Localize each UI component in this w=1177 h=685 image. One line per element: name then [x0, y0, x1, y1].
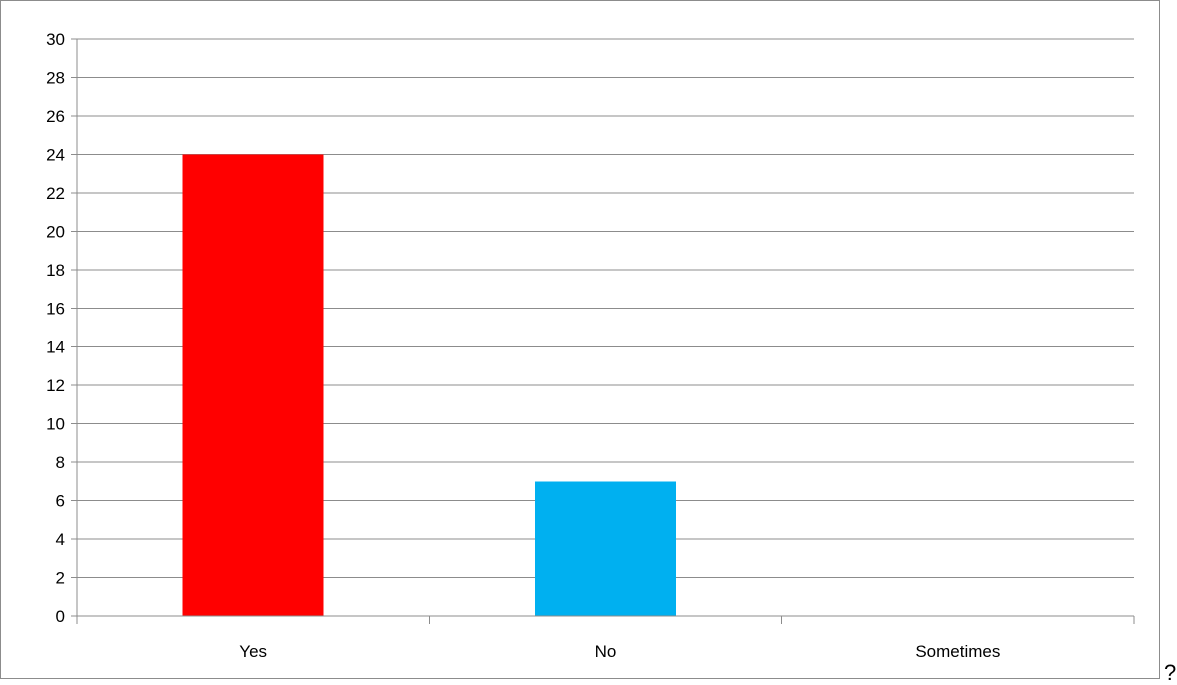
- y-tick-label: 12: [46, 376, 65, 395]
- trailing-text: ?: [1164, 660, 1177, 685]
- y-tick-label: 10: [46, 415, 65, 434]
- bar-yes: [182, 154, 324, 616]
- bar-no: [535, 481, 676, 616]
- y-tick-label: 4: [56, 530, 65, 549]
- x-tick-label: No: [595, 642, 617, 661]
- bars: [182, 154, 676, 616]
- y-tick-label: 20: [46, 222, 65, 241]
- y-tick-label: 2: [56, 569, 65, 588]
- x-tick-label: Yes: [239, 642, 267, 661]
- y-tick-label: 14: [46, 338, 65, 357]
- y-tick-label: 8: [56, 453, 65, 472]
- y-tick-label: 24: [46, 145, 65, 164]
- y-tick-label: 18: [46, 261, 65, 280]
- axes: [71, 38, 1135, 624]
- x-tick-label: Sometimes: [915, 642, 1000, 661]
- y-tick-label: 0: [56, 607, 65, 626]
- chart-frame: 0 2 4 6 8 10 12 14 16 18 20 22 24 26 28 30 Yes No Sometime…: [0, 0, 1160, 679]
- y-tick-label: 16: [46, 299, 65, 318]
- y-tick-label: 26: [46, 107, 65, 126]
- y-tick-label: 30: [46, 30, 65, 49]
- y-tick-label: 28: [46, 68, 65, 87]
- y-tick-label: 22: [46, 184, 65, 203]
- y-tick-label: 6: [56, 492, 65, 511]
